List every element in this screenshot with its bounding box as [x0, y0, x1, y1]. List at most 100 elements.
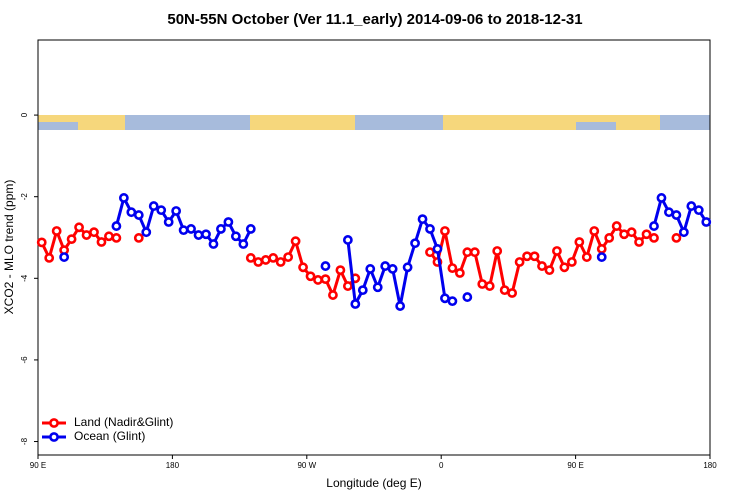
data-point [118, 193, 129, 203]
data-point [559, 262, 570, 273]
data-point [350, 299, 361, 309]
data-point [410, 238, 420, 249]
data-point [701, 217, 712, 227]
data-point [230, 231, 241, 242]
data-point [589, 226, 600, 236]
data-point [440, 226, 450, 236]
data-point [305, 271, 316, 282]
data-point [566, 257, 577, 267]
data-point [649, 221, 659, 231]
data-point [148, 201, 159, 211]
data-point [611, 221, 622, 231]
data-point [193, 230, 204, 240]
y-tick-label: 0 [20, 112, 29, 117]
y-tick-label: -8 [20, 437, 29, 445]
data-point [402, 262, 413, 273]
data-point [245, 224, 256, 234]
data-point [253, 257, 264, 267]
data-point [342, 235, 353, 245]
data-point [671, 233, 682, 243]
data-point [432, 244, 443, 254]
x-tick-label: 90 W [297, 461, 316, 470]
land-ocean-strip [38, 115, 710, 130]
data-point [596, 252, 607, 262]
data-point [537, 261, 547, 271]
data-point [208, 239, 219, 249]
data-point [133, 233, 144, 243]
data-point [462, 247, 473, 258]
data-point [365, 264, 376, 274]
data-point [649, 233, 659, 243]
x-tick-label: 0 [439, 461, 444, 470]
data-point [671, 210, 682, 220]
data-point [596, 244, 607, 254]
y-axis-label: XCO2 - MLO trend (ppm) [2, 180, 16, 315]
data-point [574, 237, 585, 247]
data-point [201, 229, 211, 240]
ocean-band [576, 122, 616, 130]
data-point [477, 279, 488, 289]
data-point [447, 296, 458, 307]
y-tick-label: -6 [20, 356, 29, 364]
data-point [260, 255, 271, 265]
ocean-band [355, 115, 443, 130]
chart-title: 50N-55N October (Ver 11.1_early) 2014-09… [167, 11, 582, 28]
ocean-band [660, 115, 710, 130]
data-point [514, 257, 525, 267]
data-point [641, 229, 652, 240]
x-tick-label: 180 [166, 461, 180, 470]
x-tick-label: 180 [703, 461, 717, 470]
data-point [634, 237, 644, 247]
data-point [425, 224, 435, 234]
data-point [544, 265, 555, 276]
data-point [626, 227, 637, 238]
x-tick-label: 90 E [567, 461, 583, 470]
data-point [357, 285, 368, 296]
data-point [104, 231, 114, 242]
data-point [492, 246, 503, 256]
data-point [664, 207, 674, 218]
data-point [395, 301, 406, 311]
ocean-band [125, 115, 250, 130]
data-point [387, 264, 398, 274]
series [59, 193, 712, 311]
data-point [89, 227, 99, 238]
legend-marker [49, 418, 59, 428]
data-point [111, 221, 122, 231]
data-point [417, 214, 428, 225]
data-point [66, 234, 77, 245]
y-tick-label: -2 [20, 193, 29, 201]
data-point [342, 281, 353, 291]
data-point [529, 251, 540, 262]
data-point [604, 233, 615, 243]
data-point [171, 206, 182, 216]
legend-label: Ocean (Glint) [74, 429, 145, 443]
data-point [335, 265, 346, 276]
data-point [156, 205, 167, 216]
data-point [36, 237, 47, 248]
data-point [178, 225, 189, 236]
data-point [507, 288, 518, 298]
series [36, 221, 682, 300]
data-point [320, 261, 331, 271]
x-tick-label: 90 E [30, 461, 46, 470]
data-point [81, 230, 92, 240]
data-point [522, 251, 532, 262]
data-point [499, 285, 510, 296]
data-point [298, 262, 308, 273]
data-point [462, 292, 473, 302]
data-point [372, 282, 383, 293]
data-point [619, 229, 630, 240]
data-point [581, 252, 592, 262]
data-point [223, 217, 234, 227]
data-point [51, 226, 62, 236]
data-point [454, 268, 465, 278]
data-point [552, 246, 562, 256]
data-point [111, 233, 122, 243]
data-point [268, 253, 279, 263]
data-point [290, 236, 301, 247]
data-point [186, 224, 196, 234]
data-point [275, 257, 286, 267]
